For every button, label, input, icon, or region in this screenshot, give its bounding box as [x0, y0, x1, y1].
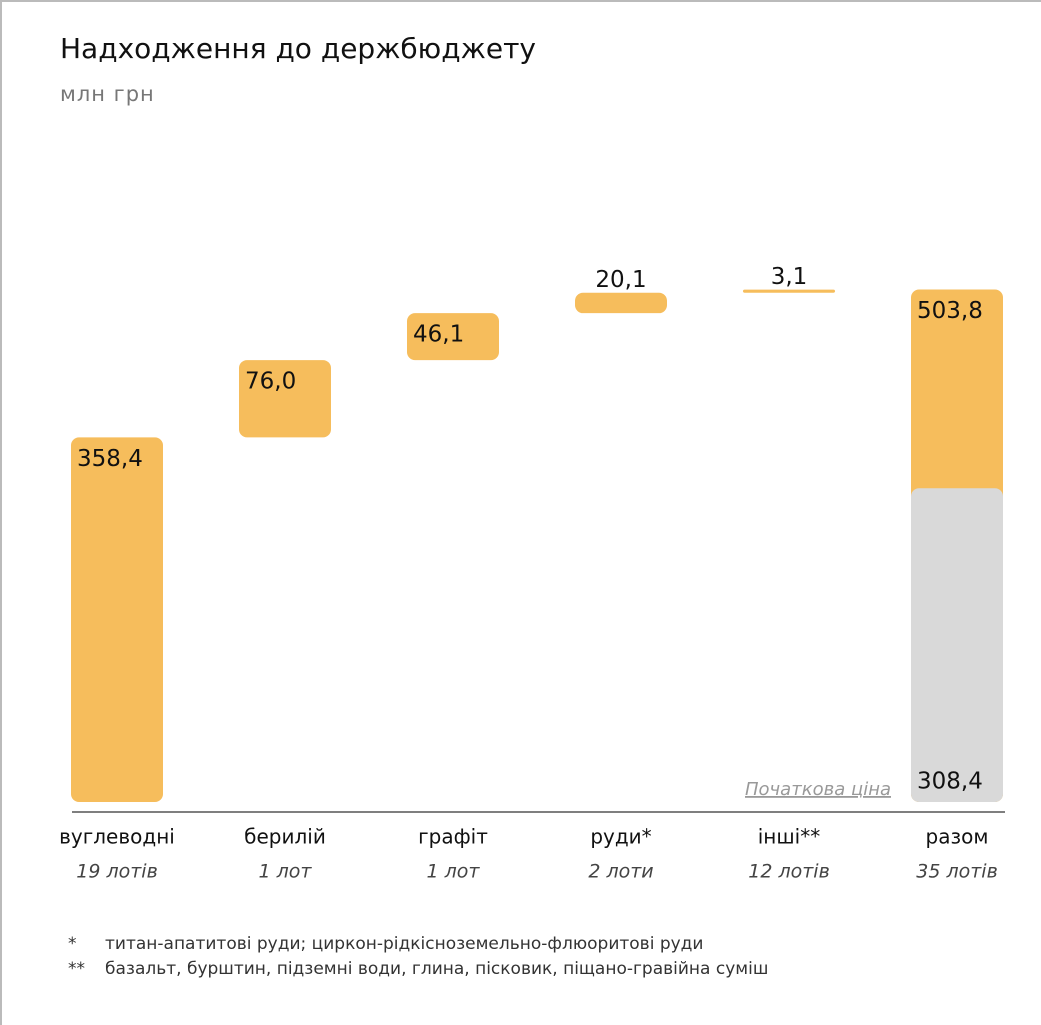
bar [575, 292, 667, 314]
initial-price-bar [911, 488, 1003, 802]
x-tick-sublabel: 12 лотів [748, 861, 830, 883]
value-label: 503,8 [917, 298, 983, 324]
x-tick-sublabel: 1 лот [259, 861, 313, 883]
initial-price-name: Початкова ціна [745, 779, 891, 800]
footnote-mark: ** [68, 959, 85, 979]
footnote-text: титан-апатитові руди; циркон-рідкіснозем… [105, 934, 703, 954]
x-tick-sublabel: 1 лот [427, 861, 481, 883]
value-label: 76,0 [245, 369, 296, 395]
chart-title: Надходження до держбюджету [60, 32, 536, 65]
x-tick-label: берилій [244, 825, 326, 849]
x-tick-label: графіт [418, 825, 488, 849]
bar [407, 313, 499, 361]
x-tick-label: разом [926, 825, 989, 849]
x-tick-sublabel: 19 лотів [76, 861, 158, 883]
initial-price-label: 308,4 [917, 769, 983, 795]
value-label: 46,1 [413, 322, 464, 348]
bar [743, 289, 835, 293]
bar [71, 437, 163, 802]
bar [239, 360, 331, 438]
x-tick-label: руди* [590, 825, 651, 849]
x-tick-label: інші** [758, 825, 821, 849]
chart-subtitle: млн грн [60, 82, 155, 106]
value-label: 20,1 [595, 267, 646, 293]
value-label: 3,1 [771, 264, 808, 290]
x-tick-label: вуглеводні [59, 825, 175, 849]
x-tick-sublabel: 2 лоти [588, 861, 653, 883]
x-tick-sublabel: 35 лотів [916, 861, 998, 883]
footnote-text: базальт, бурштин, підземні води, глина, … [105, 959, 768, 979]
value-label: 358,4 [77, 446, 143, 472]
footnote-mark: * [68, 934, 77, 954]
